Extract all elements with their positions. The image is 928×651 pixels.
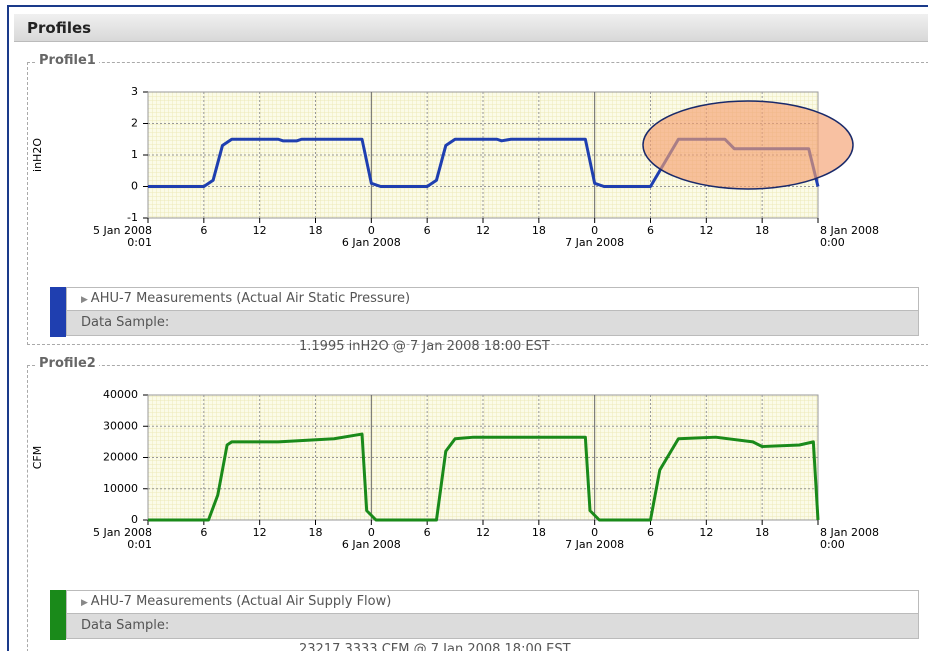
expand-arrow[interactable]: ▶ [81,598,91,608]
x-tick-label: 6 [423,224,431,237]
y-tick-label: 0 [131,180,138,193]
x-tick-label: 6 [647,526,654,539]
header-title: Profiles [27,19,92,37]
y-tick-label: 10000 [103,482,138,495]
x-tick-label: 0 7 Jan 2008 [565,526,625,551]
x-tick-label: 12 [699,224,714,237]
fieldset [27,365,928,651]
legend-name: ▶ AHU-7 Measurements (Actual Air Supply … [67,591,918,613]
x-tick-label: 0 7 Jan 2008 [565,224,625,249]
x-tick-label: 18 [308,526,323,539]
x-tick-label: 5 Jan 2008 0:01 [93,526,152,551]
legend-text: AHU-7 Measurements (Actual Air Supply Fl… [90,594,392,609]
x-tick-label: 0 6 Jan 2008 [341,224,401,249]
legend-text: AHU-7 Measurements (Actual Air Static Pr… [90,291,411,306]
y-tick-label: -1 [127,211,138,224]
header-bar [14,14,928,42]
y-tick-label: 2 [131,117,138,130]
x-tick-label: 8 Jan 2008 0:00 [820,224,879,249]
legend-box: ▶ AHU-7 Measurements (Actual Air Supply … [66,590,919,651]
legend-box: ▶ AHU-7 Measurements (Actual Air Static … [66,287,919,354]
legend-swatch [50,287,66,337]
y-tick-label: 1 [131,148,138,161]
legend-name: ▶ AHU-7 Measurements (Actual Air Static … [67,288,918,310]
x-tick-label: 6 [200,526,208,539]
x-tick-label: 18 [755,526,770,539]
x-tick-label: 12 [476,526,490,539]
y-axis-label: CFM [31,446,44,470]
x-tick-label: 12 [699,526,714,539]
series-line [148,432,820,522]
sample-label: Data Sample: [81,618,170,633]
sample-value: 1.1995 inH2O @ 7 Jan 2008 18:00 EST [299,339,550,354]
x-tick-label: 18 [531,526,546,539]
sample-value: 23217.3333 CFM @ 7 Jan 2008 18:00 EST [299,642,571,651]
x-tick-label: 8 Jan 2008 0:00 [820,526,879,551]
x-tick-label: 18 [755,224,770,237]
y-tick-label: 0 [131,513,138,526]
y-tick-label: 30000 [103,419,138,432]
legend-swatch [50,590,66,640]
expand-arrow[interactable]: ▶ [81,295,91,305]
y-tick-label: 3 [131,85,138,98]
x-tick-label: 18 [531,224,546,237]
x-tick-label: 6 [647,224,654,237]
highlight-annotation [642,100,854,190]
y-tick-label: 40000 [103,388,138,401]
fieldset-legend: Profile2 [36,356,99,371]
x-tick-label: 0 6 Jan 2008 [341,526,401,551]
sample-row: Data Sample: 1.1995 inH2O @ 7 Jan 2008 18… [67,310,918,354]
sample-row: Data Sample: 23217.3333 CFM @ 7 Jan 2008 … [67,613,918,651]
x-tick-label: 12 [476,224,490,237]
x-tick-label: 12 [252,526,267,539]
x-tick-label: 18 [308,224,323,237]
x-tick-label: 5 Jan 2008 0:01 [93,224,152,249]
fieldset-legend: Profile1 [36,53,99,68]
y-tick-label: 20000 [103,451,138,464]
frame [7,5,928,651]
sample-label: Data Sample: [81,315,170,330]
y-axis-label: inH2O [31,138,44,172]
x-tick-label: 12 [252,224,267,237]
fieldset [27,62,928,345]
x-tick-label: 6 [423,526,431,539]
x-tick-label: 6 [200,224,208,237]
